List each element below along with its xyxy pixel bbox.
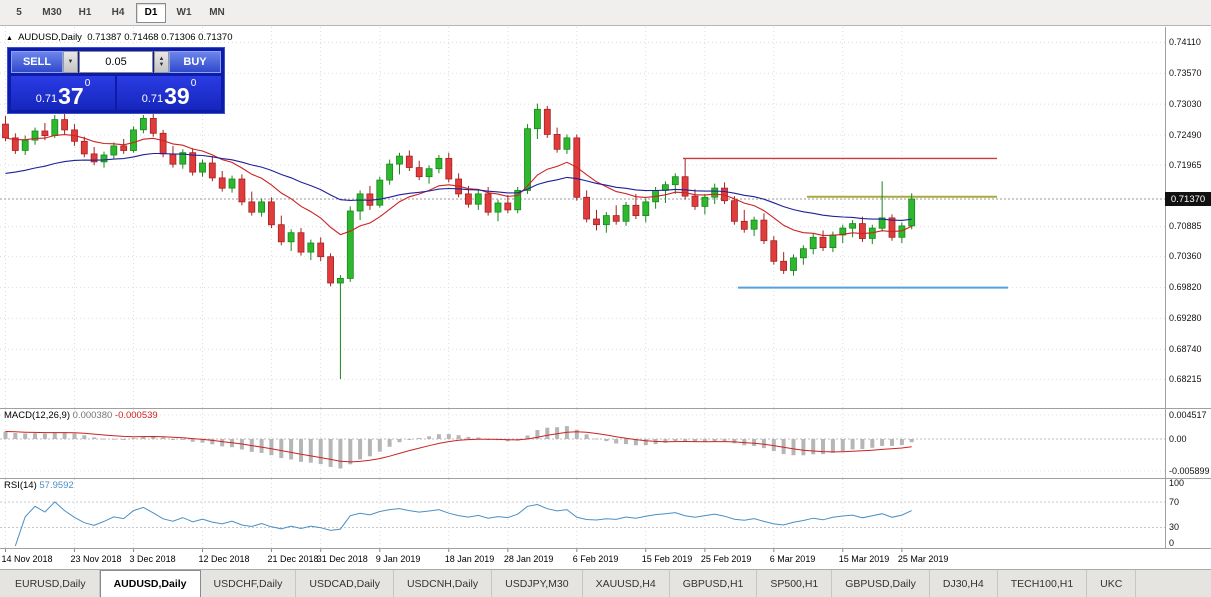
chart-ohlc-values: 0.71387 0.71468 0.71306 0.71370 <box>87 32 233 43</box>
macd-scale-label: -0.005899 <box>1169 466 1210 476</box>
macd-scale-label: 0.00 <box>1169 434 1187 444</box>
timeframe-toolbar: 5 M30 H1 H4 D1 W1 MN <box>0 0 1211 26</box>
sell-button[interactable]: SELL <box>11 51 63 73</box>
sell-price-pips: 37 <box>58 83 84 109</box>
svg-text:12 Dec 2018: 12 Dec 2018 <box>199 554 250 564</box>
main-price-chart[interactable] <box>0 27 1165 408</box>
timeframe-button-h1[interactable]: H1 <box>78 7 92 18</box>
svg-text:6 Feb 2019: 6 Feb 2019 <box>573 554 619 564</box>
sell-price-prefix: 0.71 <box>35 93 58 105</box>
chart-tab[interactable]: USDCAD,Daily <box>296 570 394 597</box>
price-scale-label: 0.68215 <box>1169 374 1202 384</box>
chart-tab-bar: EURUSD,Daily AUDUSD,Daily USDCHF,Daily USDC… <box>0 569 1211 597</box>
buy-button[interactable]: BUY <box>169 51 221 73</box>
current-price-badge: 0.71370 <box>1165 192 1211 206</box>
svg-text:3 Dec 2018: 3 Dec 2018 <box>130 554 176 564</box>
volume-up-icon[interactable]: ▲ <box>158 56 165 62</box>
sell-price-point: 0 <box>84 78 91 89</box>
macd-signal-value: -0.000539 <box>114 410 158 421</box>
chart-tab[interactable]: USDCHF,Daily <box>201 570 297 597</box>
chart-symbol-label: AUDUSD,Daily <box>18 32 82 43</box>
date-axis[interactable]: 14 Nov 2018 23 Nov 2018 3 Dec 2018 12 Dec 2… <box>0 549 1165 569</box>
chart-tab[interactable]: USDJPY,M30 <box>492 570 583 597</box>
sell-price-display[interactable]: 0.71 37 0 <box>11 76 115 110</box>
timeframe-button-h4[interactable]: H4 <box>111 7 125 18</box>
price-scale-label: 0.73030 <box>1169 99 1202 109</box>
price-scale-label: 0.74110 <box>1169 37 1201 47</box>
one-click-trading-panel: SELL ▼ ▲▼ BUY 0.71 37 0 0.71 39 0 <box>7 47 225 114</box>
price-scale-separator <box>1165 27 1166 548</box>
svg-text:25 Feb 2019: 25 Feb 2019 <box>701 554 752 564</box>
timeframe-button-d1[interactable]: D1 <box>136 2 166 23</box>
chart-tab[interactable]: GBPUSD,H1 <box>670 570 758 597</box>
volume-down-icon[interactable]: ▼ <box>158 62 165 68</box>
svg-text:31 Dec 2018: 31 Dec 2018 <box>317 554 368 564</box>
chart-ohlc-label: ▲ AUDUSD,Daily 0.71387 0.71468 0.71306 0… <box>6 32 233 43</box>
chart-tab[interactable]: SP500,H1 <box>757 570 833 597</box>
macd-main-value: 0.000380 <box>72 410 113 421</box>
chart-tab[interactable]: XAUUSD,H4 <box>583 570 670 597</box>
macd-indicator-panel[interactable] <box>0 409 1165 478</box>
chart-tab[interactable]: DJ30,H4 <box>930 570 998 597</box>
svg-text:25 Mar 2019: 25 Mar 2019 <box>898 554 949 564</box>
chart-tab[interactable]: AUDUSD,Daily <box>99 570 201 597</box>
price-scale-label: 0.73570 <box>1169 68 1202 78</box>
panel-separator[interactable] <box>0 408 1211 409</box>
macd-label: MACD(12,26,9) 0.000380 -0.000539 <box>4 410 158 421</box>
chart-tab[interactable]: EURUSD,Daily <box>2 570 100 597</box>
buy-price-prefix: 0.71 <box>141 93 164 105</box>
svg-text:28 Jan 2019: 28 Jan 2019 <box>504 554 554 564</box>
chart-tab[interactable]: GBPUSD,Daily <box>832 570 930 597</box>
buy-price-display[interactable]: 0.71 39 0 <box>117 76 221 110</box>
svg-text:18 Jan 2019: 18 Jan 2019 <box>445 554 495 564</box>
svg-text:23 Nov 2018: 23 Nov 2018 <box>70 554 121 564</box>
rsi-value: 57.9592 <box>39 480 74 491</box>
rsi-scale-label: 30 <box>1169 522 1180 532</box>
buy-price-point: 0 <box>190 78 197 89</box>
timeframe-button-mn[interactable]: MN <box>209 7 225 18</box>
timeframe-button-5[interactable]: 5 <box>16 7 22 18</box>
svg-text:15 Feb 2019: 15 Feb 2019 <box>642 554 693 564</box>
price-scale[interactable]: 0.71370 0.74110 0.73570 0.73030 0.72490 0.71… <box>1165 27 1211 569</box>
rsi-scale-label: 100 <box>1169 478 1185 488</box>
svg-text:21 Dec 2018: 21 Dec 2018 <box>267 554 318 564</box>
volume-decrease-button[interactable]: ▼ <box>63 51 78 73</box>
price-scale-label: 0.72490 <box>1169 130 1202 140</box>
timeframe-button-m30[interactable]: M30 <box>42 7 62 18</box>
svg-text:6 Mar 2019: 6 Mar 2019 <box>770 554 816 564</box>
buy-price-pips: 39 <box>164 83 190 109</box>
volume-stepper[interactable]: ▲ ▼ <box>154 51 169 73</box>
macd-scale-label: 0.004517 <box>1169 410 1207 420</box>
chart-tab[interactable]: USDCNH,Daily <box>394 570 493 597</box>
svg-text:9 Jan 2019: 9 Jan 2019 <box>376 554 421 564</box>
price-scale-label: 0.71965 <box>1169 160 1202 170</box>
collapse-panel-icon[interactable]: ▲ <box>6 35 13 42</box>
panel-separator <box>0 548 1211 549</box>
price-scale-label: 0.69820 <box>1169 282 1202 292</box>
rsi-scale-label: 0 <box>1169 538 1175 548</box>
svg-text:14 Nov 2018: 14 Nov 2018 <box>2 554 53 564</box>
price-scale-label: 0.70360 <box>1169 251 1202 261</box>
price-scale-label: 0.69280 <box>1169 313 1202 323</box>
price-scale-label: 0.70885 <box>1169 221 1202 231</box>
rsi-label: RSI(14) 57.9592 <box>4 480 74 491</box>
volume-input[interactable] <box>79 51 153 73</box>
price-scale-label: 0.68740 <box>1169 344 1202 354</box>
panel-separator[interactable] <box>0 478 1211 479</box>
timeframe-button-w1[interactable]: W1 <box>176 7 192 18</box>
svg-text:15 Mar 2019: 15 Mar 2019 <box>839 554 890 564</box>
rsi-scale-label: 70 <box>1169 497 1180 507</box>
chart-tab[interactable]: TECH100,H1 <box>998 570 1088 597</box>
rsi-indicator-panel[interactable] <box>0 479 1165 548</box>
chart-tab[interactable]: UKC <box>1087 570 1137 597</box>
